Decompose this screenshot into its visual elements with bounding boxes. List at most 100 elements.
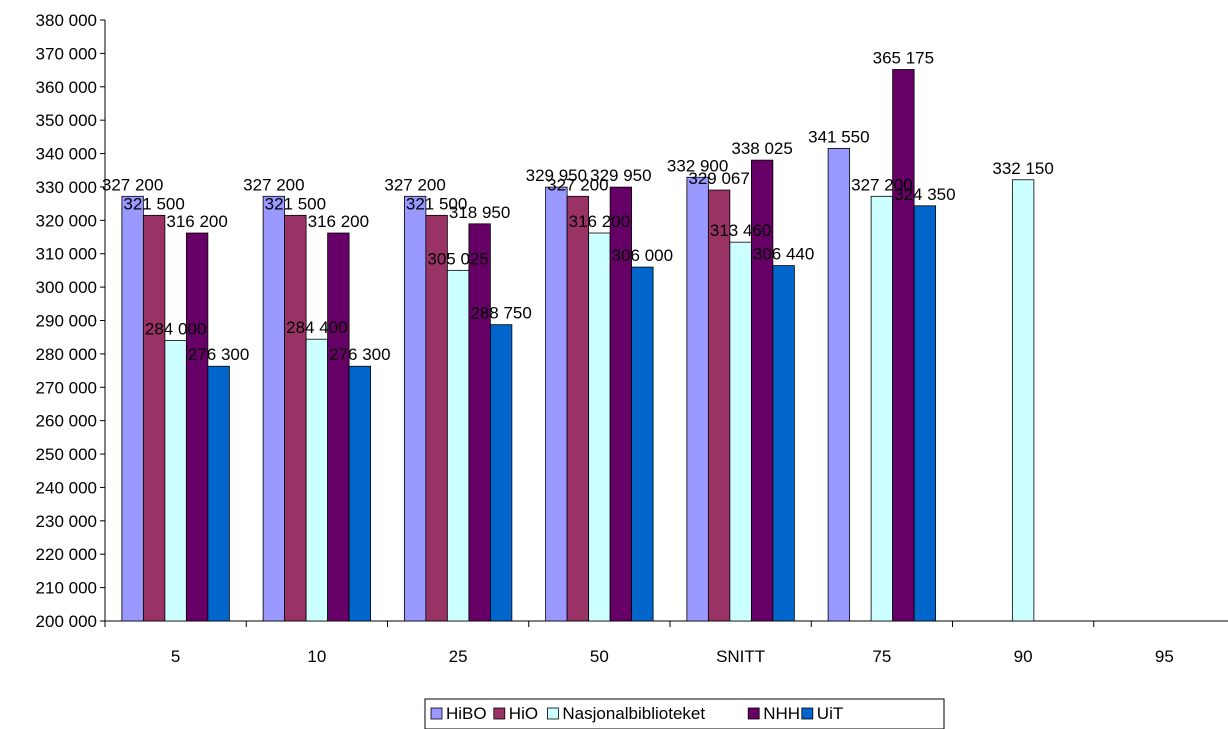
y-tick-label: 290 000 [36, 312, 97, 331]
y-tick-label: 300 000 [36, 278, 97, 297]
y-tick-label: 370 000 [36, 44, 97, 63]
data-label: 316 200 [569, 212, 630, 231]
bar-uit [631, 266, 654, 622]
x-tick-label: 10 [307, 647, 326, 666]
x-tick-label: 5 [171, 647, 180, 666]
bar-hibo [403, 195, 427, 622]
y-tick-label: 200 000 [36, 612, 97, 631]
bar-hio [142, 214, 166, 622]
y-tick-label: 360 000 [36, 78, 97, 97]
legend-swatch [747, 707, 760, 720]
bar-hibo [827, 147, 851, 622]
bar-hibo [121, 195, 144, 622]
bar-hibo [686, 176, 709, 622]
bar-hibo [545, 186, 568, 622]
x-tick-label: SNITT [716, 647, 765, 666]
y-tick-label: 230 000 [36, 512, 97, 531]
x-tick-label: 75 [872, 647, 891, 666]
data-label: 365 175 [873, 48, 934, 67]
data-label: 276 300 [329, 345, 390, 364]
data-label: 306 440 [753, 245, 814, 264]
data-label: 316 200 [166, 212, 227, 231]
data-label: 329 067 [688, 169, 749, 188]
data-label: 318 950 [449, 203, 510, 222]
legend-swatch [801, 707, 814, 720]
y-tick-label: 310 000 [36, 245, 97, 264]
data-label: 313 460 [710, 221, 771, 240]
data-label: 327 200 [102, 175, 163, 194]
y-tick-label: 280 000 [36, 345, 97, 364]
data-label: 332 150 [992, 159, 1053, 178]
bar-hibo [262, 195, 286, 622]
y-tick-label: 350 000 [36, 111, 97, 130]
legend-swatch [430, 707, 443, 720]
data-label: 321 500 [265, 194, 326, 213]
data-label: 327 200 [547, 175, 608, 194]
bar-nasjonalbiblioteket [164, 340, 187, 622]
data-label: 338 025 [731, 139, 792, 158]
data-label: 324 350 [894, 185, 955, 204]
data-label: 341 550 [808, 127, 869, 146]
bar-uit [913, 205, 937, 622]
bar-nasjonalbiblioteket [588, 232, 611, 622]
y-tick-label: 210 000 [36, 579, 97, 598]
y-tick-label: 240 000 [36, 478, 97, 497]
data-label: 321 500 [123, 194, 184, 213]
bars [121, 69, 1035, 622]
bar-nhh [892, 69, 915, 622]
bar-nhh [185, 232, 209, 622]
bar-hio [425, 214, 448, 622]
data-label: 305 025 [427, 249, 488, 268]
y-tick-label: 250 000 [36, 445, 97, 464]
y-tick-label: 220 000 [36, 545, 97, 564]
legend-entry: HiBO [446, 704, 487, 723]
legend-swatch [493, 707, 506, 720]
data-label: 306 000 [612, 246, 673, 265]
x-tick-label: 95 [1155, 647, 1174, 666]
y-tick-label: 320 000 [36, 211, 97, 230]
data-label: 321 500 [406, 194, 467, 213]
bar-nasjonalbiblioteket [305, 338, 329, 622]
bar-hio [707, 189, 731, 622]
data-label: 276 300 [188, 345, 249, 364]
bar-hio [284, 214, 307, 622]
x-axis: 5 10 25 50 SNITT 75 90 95 [104, 620, 1228, 666]
data-label: 327 200 [851, 175, 912, 194]
data-label: 332 900 [667, 156, 728, 175]
x-tick-label: 25 [449, 647, 468, 666]
y-tick-label: 340 000 [36, 145, 97, 164]
y-tick-label: 260 000 [36, 412, 97, 431]
legend: HiBO HiO Nasjonalbiblioteket NHH UiT [424, 698, 945, 729]
data-label: 329 950 [526, 166, 587, 185]
bar-nhh [327, 232, 350, 622]
legend-entry: HiO [509, 704, 538, 723]
legend-box [424, 698, 945, 729]
x-tick-label: 90 [1014, 647, 1033, 666]
y-tick-label: 380 000 [36, 11, 97, 30]
y-tick-label: 270 000 [36, 378, 97, 397]
bar-uit [207, 365, 230, 622]
y-axis: 200 000 210 000 220 000 230 000 240 000 250 0… [36, 11, 106, 631]
data-label: 327 200 [243, 175, 304, 194]
data-label: 288 750 [470, 304, 531, 323]
data-label: 284 000 [145, 320, 206, 339]
data-label: 316 200 [308, 212, 369, 231]
bar-nasjonalbiblioteket [446, 269, 470, 622]
legend-entry: NHH [763, 704, 800, 723]
bar-hio [566, 195, 590, 622]
legend-swatch [547, 707, 559, 720]
y-tick-label: 330 000 [36, 178, 97, 197]
legend-entry: Nasjonalbiblioteket [562, 704, 705, 723]
bar-nasjonalbiblioteket [729, 241, 752, 622]
data-label: 329 950 [590, 166, 651, 185]
bar-uit [348, 365, 372, 622]
bar-uit [772, 265, 795, 622]
bar-nasjonalbiblioteket [1011, 179, 1035, 622]
x-tick-label: 50 [590, 647, 609, 666]
data-label: 284 400 [286, 318, 347, 337]
bar-uit [489, 324, 513, 622]
bar-nasjonalbiblioteket [870, 195, 894, 622]
legend-entry: UiT [817, 704, 843, 723]
